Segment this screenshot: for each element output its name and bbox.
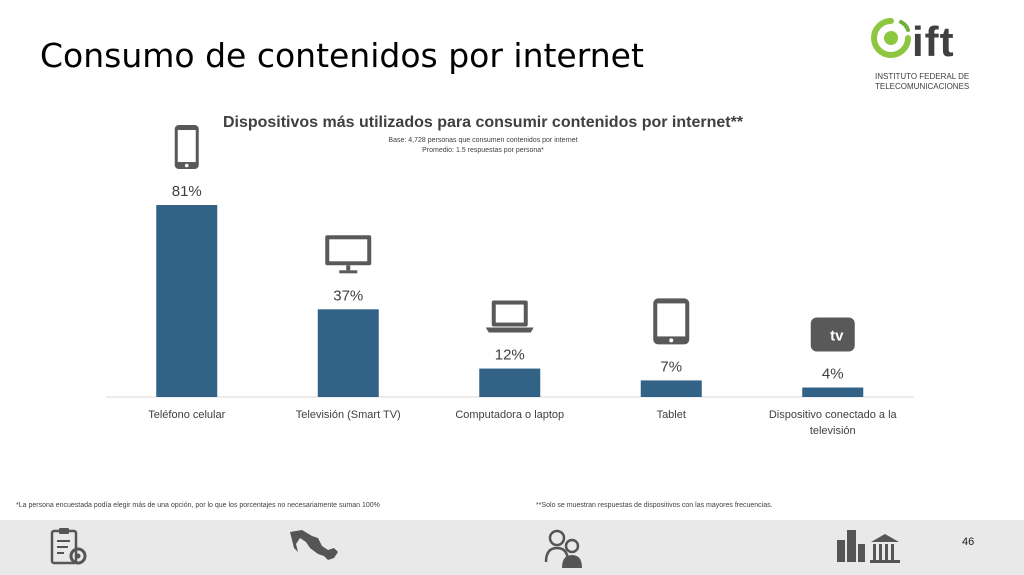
people-icon (544, 529, 582, 568)
data-label: 7% (660, 358, 682, 375)
page-number: 46 (962, 536, 975, 548)
chart-subtitle-average: Promedio: 1.5 respuestas por persona* (422, 147, 544, 154)
buildings-icon (837, 530, 900, 563)
logo-line-2: TELECOMUNICACIONES (875, 82, 970, 91)
logo-line-1: INSTITUTO FEDERAL DE (875, 72, 970, 81)
category-label: Teléfono celular (148, 409, 225, 421)
chart-title: Dispositivos más utilizados para consumi… (222, 114, 744, 131)
clipboard-gear-icon (50, 528, 87, 565)
tablet-icon (653, 298, 690, 345)
bar (802, 387, 864, 397)
bar (479, 368, 541, 397)
footer-bar (0, 520, 1024, 575)
laptop-icon (485, 300, 534, 333)
data-label: 81% (172, 183, 202, 200)
category-label: Tablet (657, 409, 686, 421)
bar (317, 309, 379, 397)
chart-subtitle-base: Base: 4,728 personas que consumen conten… (388, 137, 578, 144)
category-label: Televisión (Smart TV) (296, 409, 401, 421)
streaming-box-icon: tv (810, 317, 855, 352)
smartphone-icon (174, 125, 199, 170)
category-label: televisión (810, 425, 856, 437)
bar-chart: 81% Teléfono celular 37% Televisión (Smart … (106, 125, 914, 437)
page-title: Consumo de contenidos por internet (40, 36, 644, 75)
footnote-left: *La persona encuestada podía elegir más … (16, 502, 380, 509)
tv-icon (325, 235, 372, 274)
data-label: 12% (495, 347, 525, 364)
data-label: 37% (333, 287, 363, 304)
logo-subtitle: INSTITUTO FEDERAL DE TELECOMUNICACIONES (875, 72, 969, 92)
streaming-icon-text: tv (830, 328, 844, 345)
category-label: Computadora o laptop (455, 409, 564, 421)
bar (640, 380, 702, 397)
logo-wordmark: ift (912, 18, 955, 65)
footnote-right: **Solo se muestran respuestas de disposi… (536, 502, 773, 509)
bar (156, 205, 218, 397)
ift-logo-mark-icon (871, 18, 911, 58)
ift-logo: ift INSTITUTO FEDERAL DE TELECOMUNICACIO… (868, 16, 1008, 96)
data-label: 4% (822, 366, 844, 383)
category-label: Dispositivo conectado a la (769, 409, 898, 421)
mexico-map-icon (290, 530, 338, 560)
